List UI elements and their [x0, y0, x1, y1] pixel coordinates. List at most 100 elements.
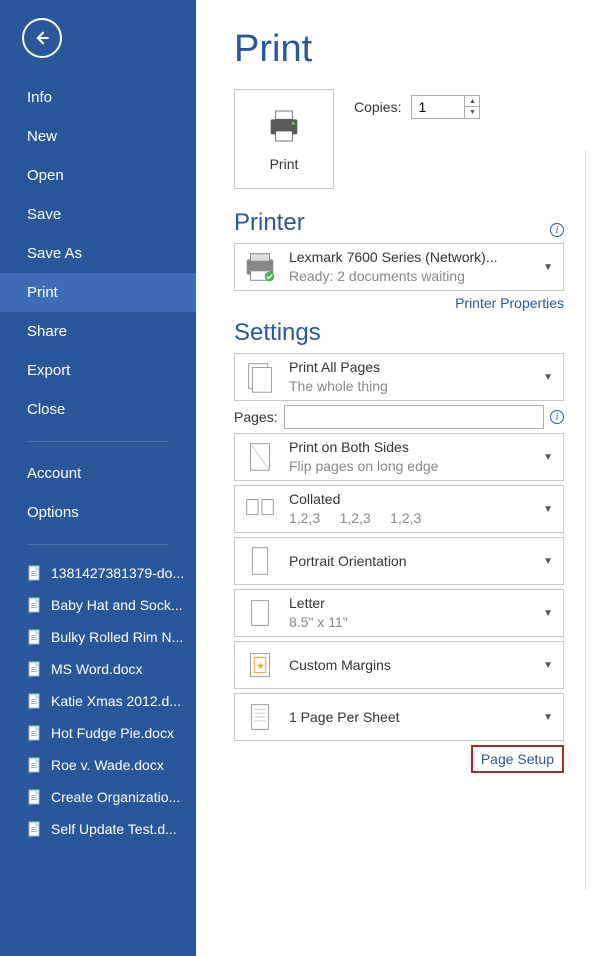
- nav-close[interactable]: Close: [0, 390, 196, 429]
- recent-files: 1381427381379-do... Baby Hat and Sock... B…: [0, 557, 196, 845]
- duplex-title: Print on Both Sides: [289, 438, 529, 457]
- document-icon: [27, 789, 43, 805]
- page-setup-highlight: Page Setup: [471, 745, 564, 773]
- document-icon: [27, 597, 43, 613]
- sidebar-divider: [27, 441, 169, 442]
- recent-file-item[interactable]: Baby Hat and Sock...: [0, 589, 196, 621]
- copies-down[interactable]: ▼: [465, 107, 479, 118]
- printer-properties-link[interactable]: Printer Properties: [455, 295, 564, 311]
- margins-dropdown[interactable]: ★ Custom Margins ▼: [234, 641, 564, 689]
- svg-text:★: ★: [256, 661, 265, 672]
- back-arrow-icon: [32, 28, 52, 48]
- pagespersheet-title: 1 Page Per Sheet: [289, 708, 529, 727]
- print-range-title: Print All Pages: [289, 358, 529, 377]
- back-button[interactable]: [22, 18, 62, 58]
- recent-file-item[interactable]: 1381427381379-do...: [0, 557, 196, 589]
- recent-file-item[interactable]: Roe v. Wade.docx: [0, 749, 196, 781]
- recent-file-label: Hot Fudge Pie.docx: [51, 725, 174, 741]
- nav-options[interactable]: Options: [0, 493, 196, 532]
- pages-icon: [241, 358, 279, 396]
- print-button-label: Print: [270, 156, 299, 172]
- document-icon: [27, 821, 43, 837]
- collate-dropdown[interactable]: Collated 1,2,3 1,2,3 1,2,3 ▼: [234, 485, 564, 533]
- papersize-dropdown[interactable]: Letter 8.5" x 11" ▼: [234, 589, 564, 637]
- copies-up[interactable]: ▲: [465, 96, 479, 107]
- chevron-down-icon: ▼: [539, 504, 557, 515]
- recent-file-label: Katie Xmas 2012.d...: [51, 693, 181, 709]
- recent-file-label: 1381427381379-do...: [51, 565, 184, 581]
- duplex-dropdown[interactable]: Print on Both Sides Flip pages on long e…: [234, 433, 564, 481]
- recent-file-label: Bulky Rolled Rim N...: [51, 629, 183, 645]
- pages-label: Pages:: [234, 409, 278, 425]
- nav-save[interactable]: Save: [0, 195, 196, 234]
- papersize-icon: [241, 594, 279, 632]
- pages-input[interactable]: [284, 405, 544, 429]
- recent-file-label: MS Word.docx: [51, 661, 143, 677]
- papersize-title: Letter: [289, 594, 529, 613]
- recent-file-label: Baby Hat and Sock...: [51, 597, 183, 613]
- document-icon: [27, 757, 43, 773]
- recent-file-item[interactable]: Bulky Rolled Rim N...: [0, 621, 196, 653]
- nav-new[interactable]: New: [0, 117, 196, 156]
- document-icon: [27, 629, 43, 645]
- duplex-icon: [241, 438, 279, 476]
- printer-name: Lexmark 7600 Series (Network)...: [289, 248, 529, 267]
- nav-lower: Account Options: [0, 454, 196, 532]
- nav-export[interactable]: Export: [0, 351, 196, 390]
- printer-dropdown[interactable]: Lexmark 7600 Series (Network)... Ready: …: [234, 243, 564, 291]
- document-icon: [27, 693, 43, 709]
- nav-print[interactable]: Print: [0, 273, 196, 312]
- recent-file-label: Create Organizatio...: [51, 789, 180, 805]
- recent-file-item[interactable]: Self Update Test.d...: [0, 813, 196, 845]
- chevron-down-icon: ▼: [539, 556, 557, 567]
- papersize-sub: 8.5" x 11": [289, 613, 529, 632]
- chevron-down-icon: ▼: [539, 608, 557, 619]
- nav-share[interactable]: Share: [0, 312, 196, 351]
- recent-file-label: Roe v. Wade.docx: [51, 757, 164, 773]
- printer-info-icon[interactable]: i: [550, 223, 564, 237]
- document-icon: [27, 725, 43, 741]
- settings-heading: Settings: [234, 319, 564, 347]
- nav-info[interactable]: Info: [0, 78, 196, 117]
- sidebar-divider-2: [27, 544, 169, 545]
- nav-list: Info New Open Save Save As Print Share E…: [0, 78, 196, 429]
- print-button[interactable]: Print: [234, 89, 334, 189]
- main-panel: Print Print Copies: ▲ ▼: [196, 0, 592, 956]
- chevron-down-icon: ▼: [539, 712, 557, 723]
- collate-sub: 1,2,3 1,2,3 1,2,3: [289, 509, 529, 528]
- page-title: Print: [234, 28, 564, 71]
- chevron-down-icon: ▼: [539, 372, 557, 383]
- nav-save-as[interactable]: Save As: [0, 234, 196, 273]
- preview-divider: [585, 150, 586, 890]
- recent-file-item[interactable]: Katie Xmas 2012.d...: [0, 685, 196, 717]
- recent-file-item[interactable]: Hot Fudge Pie.docx: [0, 717, 196, 749]
- nav-account[interactable]: Account: [0, 454, 196, 493]
- printer-device-icon: [241, 248, 279, 286]
- pagespersheet-icon: [241, 698, 279, 736]
- print-range-dropdown[interactable]: Print All Pages The whole thing ▼: [234, 353, 564, 401]
- chevron-down-icon: ▼: [539, 452, 557, 463]
- printer-status: Ready: 2 documents waiting: [289, 267, 529, 286]
- page-setup-link[interactable]: Page Setup: [481, 751, 554, 767]
- pages-info-icon[interactable]: i: [550, 410, 564, 424]
- document-icon: [27, 565, 43, 581]
- nav-open[interactable]: Open: [0, 156, 196, 195]
- printer-icon: [264, 106, 304, 146]
- print-range-sub: The whole thing: [289, 377, 529, 396]
- recent-file-label: Self Update Test.d...: [51, 821, 177, 837]
- orientation-dropdown[interactable]: Portrait Orientation ▼: [234, 537, 564, 585]
- collate-icon: [241, 490, 279, 528]
- copies-row: Copies: ▲ ▼: [354, 89, 480, 119]
- orientation-title: Portrait Orientation: [289, 552, 529, 571]
- orientation-icon: [241, 542, 279, 580]
- margins-title: Custom Margins: [289, 656, 529, 675]
- document-icon: [27, 661, 43, 677]
- printer-heading: Printer: [234, 209, 305, 237]
- recent-file-item[interactable]: Create Organizatio...: [0, 781, 196, 813]
- pagespersheet-dropdown[interactable]: 1 Page Per Sheet ▼: [234, 693, 564, 741]
- recent-file-item[interactable]: MS Word.docx: [0, 653, 196, 685]
- margins-icon: ★: [241, 646, 279, 684]
- copies-spinner: ▲ ▼: [411, 95, 480, 119]
- chevron-down-icon: ▼: [539, 660, 557, 671]
- copies-input[interactable]: [412, 96, 464, 118]
